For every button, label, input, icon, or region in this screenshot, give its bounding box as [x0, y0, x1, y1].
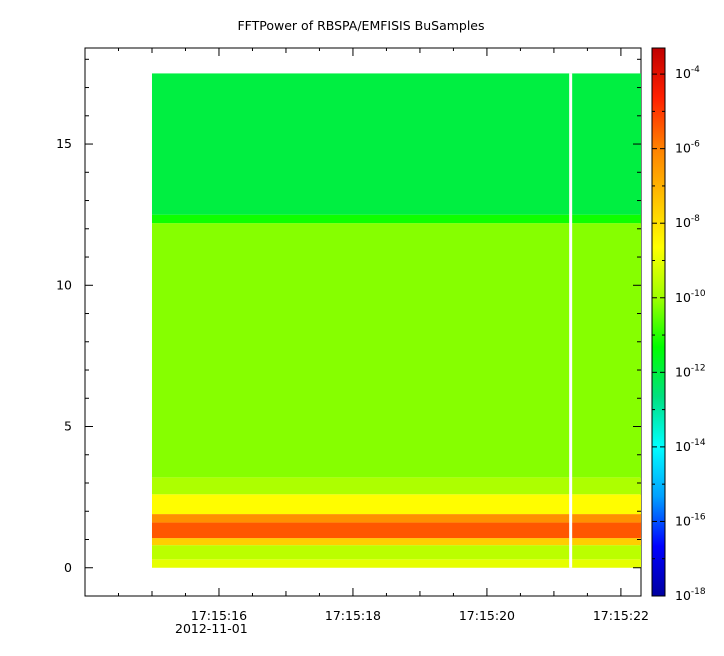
x-axis-date-label: 2012-11-01 — [175, 621, 248, 636]
colorbar-tick-label: 10-10 — [675, 289, 706, 305]
spectrogram-band — [151, 214, 641, 224]
data-gap — [569, 73, 573, 568]
colorbar-tick-label: 10-12 — [675, 363, 706, 379]
x-tick-label: 17:15:16 — [191, 608, 247, 623]
spectrogram-band — [151, 514, 641, 523]
spectrogram-image — [151, 73, 641, 568]
colorbar-ticks: 10-4 10-6 10-8 10-10 10-12 10-14 10-16 10-18 — [652, 65, 706, 603]
spectrogram-band — [151, 522, 641, 539]
spectrogram-band — [151, 477, 641, 495]
colorbar-tick-label: 10-14 — [675, 438, 706, 454]
y-tick-label: 0 — [64, 560, 72, 575]
y-axis: 0 5 10 15 — [56, 58, 641, 575]
chart-title: FFTPower of RBSPA/EMFISIS BuSamples — [237, 18, 484, 33]
spectrogram-band — [151, 559, 641, 568]
x-tick-label: 17:15:18 — [325, 608, 381, 623]
y-tick-label: 5 — [64, 419, 72, 434]
spectrogram-band — [151, 545, 641, 560]
colorbar-tick-label: 10-16 — [675, 512, 706, 528]
y-tick-label: 15 — [56, 136, 72, 151]
x-tick-label: 17:15:22 — [593, 608, 649, 623]
colorbar-tick-label: 10-18 — [675, 587, 706, 603]
colorbar-tick-label: 10-6 — [675, 140, 700, 156]
spectrogram-band — [151, 73, 641, 215]
colorbar-tick-label: 10-8 — [675, 214, 700, 230]
spectrogram-band — [151, 538, 641, 546]
spectrogram-band — [151, 223, 641, 478]
x-axis: 17:15:16 17:15:18 17:15:20 17:15:22 — [84, 48, 649, 623]
x-tick-label: 17:15:20 — [459, 608, 515, 623]
colorbar-tick-label: 10-4 — [675, 65, 700, 81]
y-tick-label: 10 — [56, 277, 72, 292]
colorbar — [651, 47, 666, 597]
spectrogram-band — [151, 494, 641, 515]
